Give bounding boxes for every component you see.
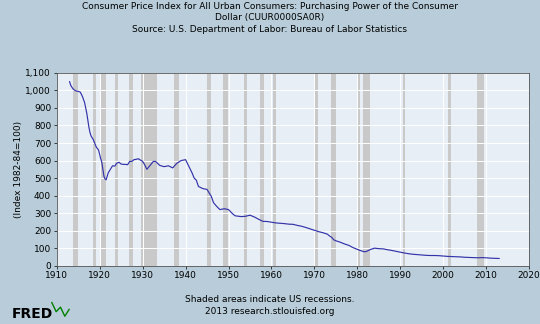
Bar: [100, 73, 106, 266]
Y-axis label: (Index 1982-84=100): (Index 1982-84=100): [14, 121, 23, 218]
Bar: [141, 73, 157, 266]
Bar: [314, 73, 318, 266]
Bar: [174, 73, 179, 266]
Bar: [273, 73, 276, 266]
Bar: [73, 73, 78, 266]
Bar: [114, 73, 118, 266]
Text: Consumer Price Index for All Urban Consumers: Purchasing Power of the Consumer
D: Consumer Price Index for All Urban Consu…: [82, 2, 458, 34]
Text: Shaded areas indicate US recessions.
2013 research.stlouisfed.org: Shaded areas indicate US recessions. 201…: [185, 295, 355, 316]
Bar: [363, 73, 369, 266]
Bar: [244, 73, 247, 266]
Bar: [224, 73, 228, 266]
Bar: [129, 73, 133, 266]
Bar: [357, 73, 360, 266]
Bar: [330, 73, 336, 266]
Bar: [93, 73, 97, 266]
Bar: [260, 73, 264, 266]
Bar: [403, 73, 406, 266]
Text: FRED: FRED: [12, 307, 53, 321]
Bar: [448, 73, 451, 266]
Bar: [207, 73, 211, 266]
Bar: [477, 73, 484, 266]
